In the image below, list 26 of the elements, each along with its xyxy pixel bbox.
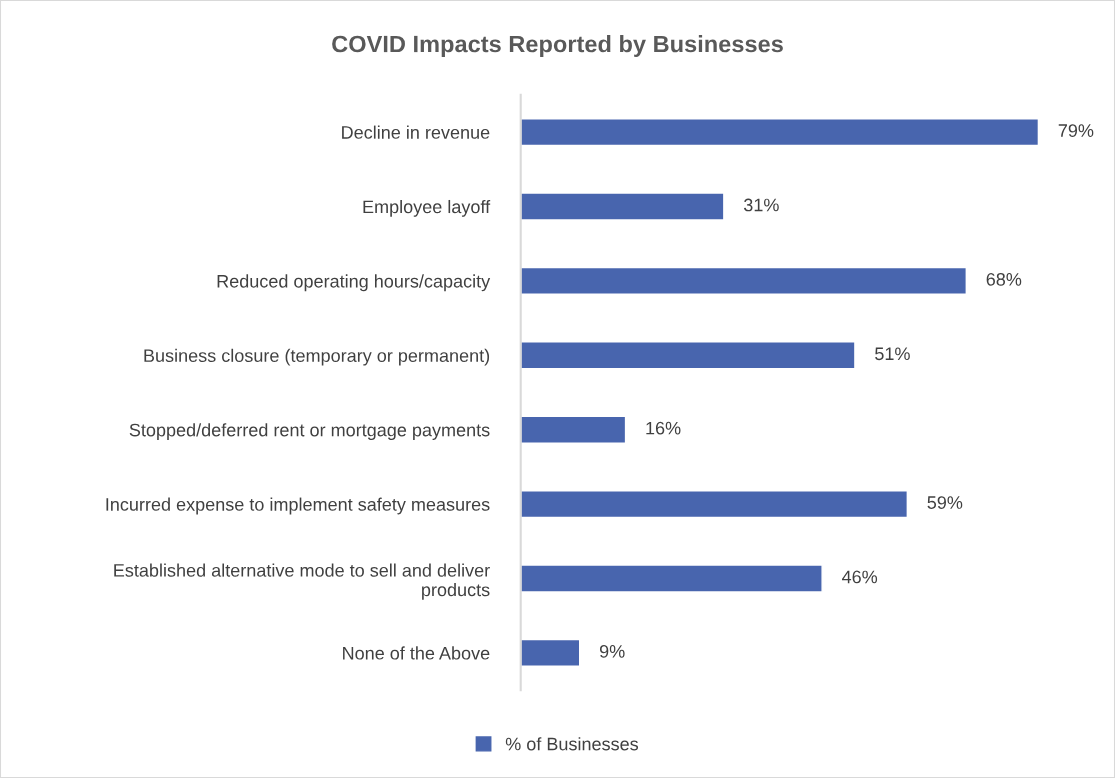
bar [520,192,725,221]
bar [520,638,581,667]
bar [520,564,823,593]
data-label: 31% [743,198,779,212]
data-label: 46% [842,570,878,584]
y-tick-label: Reduced operating hours/capacity [217,274,491,292]
bar [520,266,967,295]
data-label: 79% [1058,124,1094,137]
data-label: 68% [986,272,1022,286]
y-tick-label: Established alternative mode to sell and deliver products [114,563,490,600]
bar [520,490,909,519]
y-tick-label: None of the Above [343,646,490,660]
bar [520,118,1040,147]
y-tick-label: Decline in revenue [342,125,490,139]
data-label: 59% [927,496,963,509]
legend-label: % of Businesses [505,737,639,751]
y-tick-label: Business closure (temporary or permanent) [144,348,490,366]
y-tick-label: Employee layoff [363,199,491,217]
y-tick-label: Incurred expense to implement safety measures [106,497,490,515]
y-tick-label: Stopped/deferred rent or mortgage payments [129,423,490,440]
bar [520,415,627,444]
data-label: 16% [646,421,681,435]
data-label: 51% [875,347,910,361]
data-label: 9% [599,644,625,658]
bar [520,341,856,370]
chart-title: COVID Impacts Reported by Businesses [332,35,783,58]
